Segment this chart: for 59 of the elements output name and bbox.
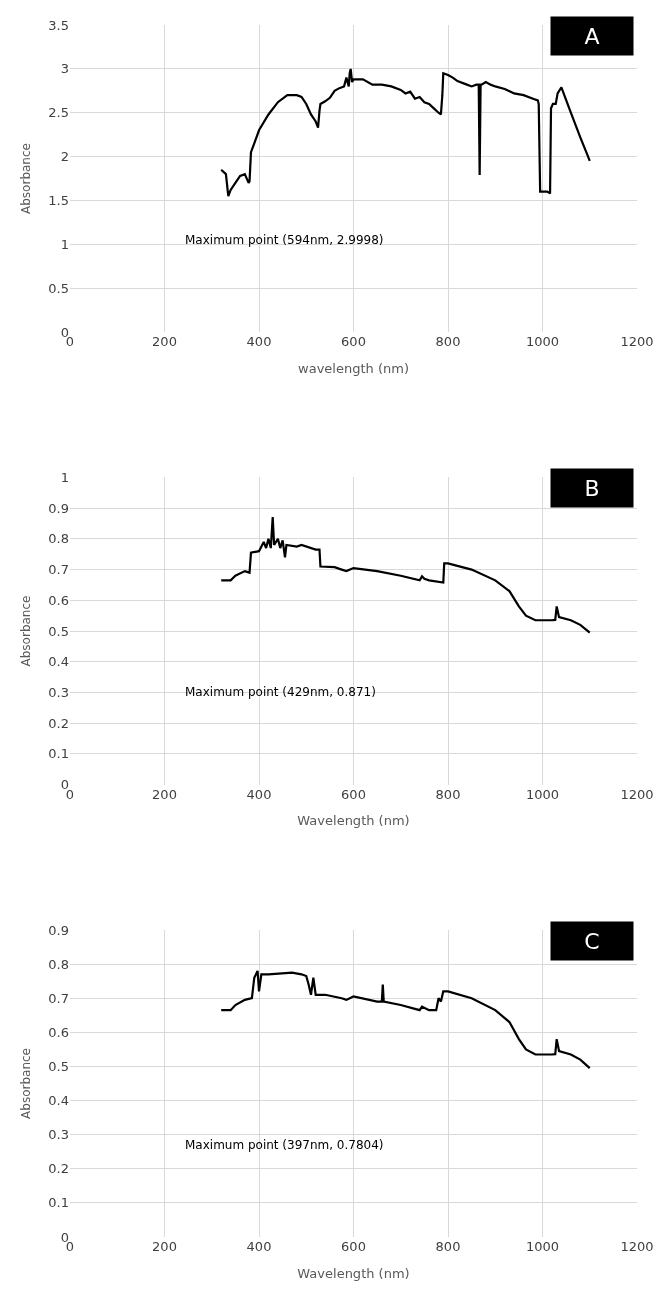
y-tick-label: 0.9 — [48, 500, 69, 516]
x-tick-label: 800 — [435, 786, 461, 802]
y-tick-label: 0.3 — [48, 1127, 69, 1143]
x-axis-title: Wavelength (nm) — [297, 1265, 410, 1281]
x-tick-label: 800 — [435, 334, 461, 350]
x-tick-label: 1000 — [525, 1239, 560, 1254]
annotation: Maximum point (594nm, 2.9998) — [185, 233, 384, 247]
y-axis-title: Absorbance — [18, 595, 33, 667]
y-tick-label: 2 — [60, 149, 69, 165]
annotation: A — [584, 23, 600, 49]
x-tick-label: 800 — [435, 1239, 461, 1254]
annotation: B — [584, 475, 600, 501]
x-tick-label: 1200 — [620, 786, 654, 802]
x-tick-label: 200 — [152, 1239, 177, 1254]
line-series — [220, 515, 591, 634]
y-tick-label: 0.2 — [48, 715, 69, 731]
x-tick-label: 400 — [246, 786, 272, 802]
x-tick-label: 400 — [246, 1239, 272, 1254]
y-tick-label: 0.4 — [48, 1093, 69, 1109]
annotation: Maximum point (429nm, 0.871) — [185, 685, 376, 699]
x-tick-label: 1000 — [525, 786, 560, 802]
y-tick-label: 0.6 — [48, 1024, 69, 1040]
y-tick-label: 0.8 — [48, 531, 69, 547]
y-tick-label: 0.5 — [48, 623, 69, 639]
y-axis-title: Absorbance — [18, 1048, 33, 1119]
y-tick-label: 0.3 — [48, 684, 69, 700]
x-axis-title: Wavelength (nm) — [297, 813, 410, 829]
y-tick-label: 0.7 — [48, 990, 69, 1006]
y-tick-label: 0.5 — [48, 280, 69, 296]
y-axis-title: Absorbance — [18, 143, 33, 214]
x-axis-title: wavelength (nm) — [298, 360, 409, 376]
x-tick-label: 1200 — [620, 1239, 654, 1254]
y-tick-label: 1 — [60, 236, 69, 252]
y-tick-label: 2.5 — [48, 105, 69, 121]
y-tick-label: 3 — [60, 61, 69, 77]
y-tick-label: 0.4 — [48, 654, 69, 670]
y-tick-label: 0.8 — [48, 956, 69, 972]
y-tick-label: 0.2 — [48, 1161, 69, 1177]
x-tick-label: 1200 — [620, 334, 654, 350]
line-series — [220, 969, 591, 1070]
y-tick-label: 3.5 — [48, 17, 69, 33]
y-tick-label: 0.9 — [48, 922, 69, 938]
x-tick-label: 1000 — [525, 334, 560, 350]
x-tick-label: 600 — [341, 1239, 366, 1254]
y-tick-label: 0.7 — [48, 562, 69, 578]
y-tick-label: 0.1 — [48, 1195, 69, 1211]
x-tick-label: 400 — [246, 334, 272, 350]
annotation: Maximum point (397nm, 0.7804) — [185, 1138, 384, 1152]
y-tick-label: 0.1 — [48, 746, 69, 762]
y-tick-label: 0.6 — [48, 592, 69, 608]
x-tick-label: 600 — [341, 334, 366, 350]
x-tick-label: 200 — [152, 786, 177, 802]
y-tick-label: 1 — [60, 470, 69, 486]
y-tick-label: 0.5 — [48, 1058, 69, 1074]
annotation: C — [584, 928, 600, 954]
x-tick-label: 600 — [341, 786, 366, 802]
line-series — [220, 67, 591, 198]
y-tick-label: 1.5 — [48, 193, 69, 208]
x-tick-label: 200 — [152, 334, 177, 350]
